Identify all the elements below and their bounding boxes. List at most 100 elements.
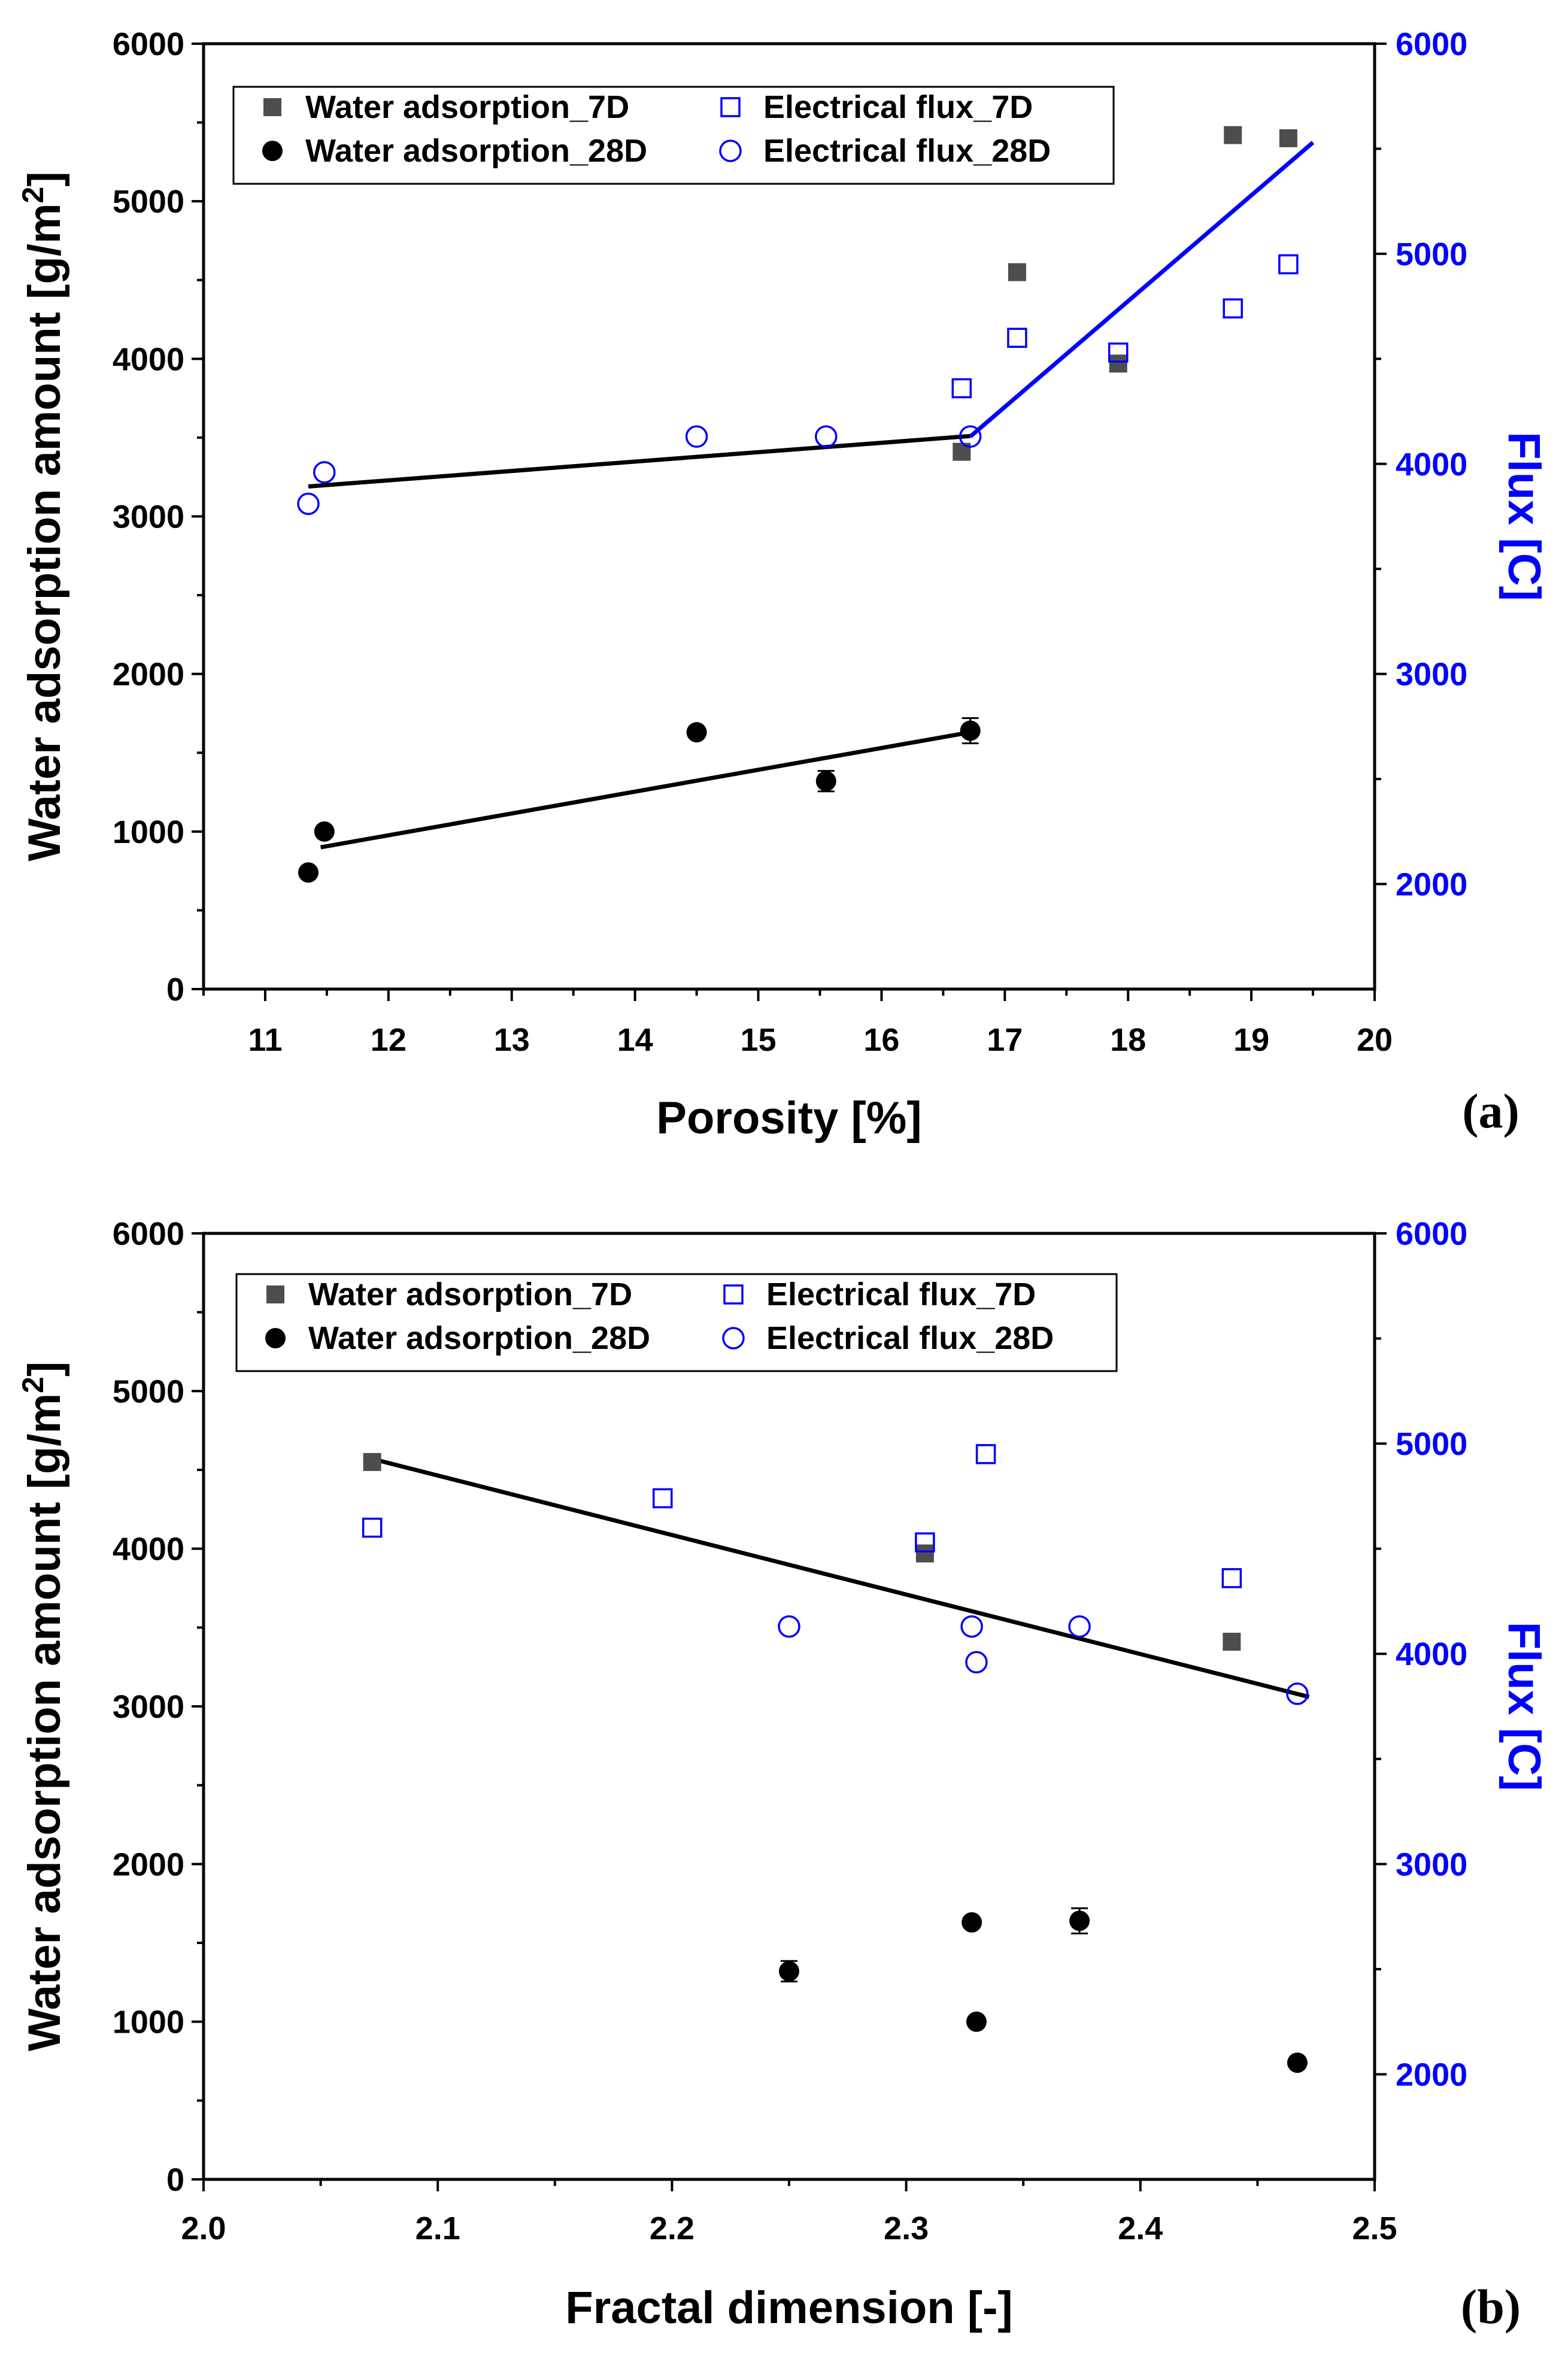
y2-tick-label: 3000 [1396, 1846, 1467, 1882]
point-electrical-flux-28d [313, 461, 336, 484]
y-tick-label: 3000 [113, 1689, 184, 1725]
legend-marker [266, 1285, 284, 1303]
fit-line [308, 433, 970, 489]
point-electrical-flux-7d [915, 1532, 935, 1553]
point-water-adsorption-28d [779, 1961, 799, 1982]
point-electrical-flux-7d [1221, 1568, 1242, 1588]
y-axis-title-text: Water adsorption amount [g/m [19, 203, 70, 861]
point-water-adsorption-28d [966, 2011, 987, 2032]
point-water-adsorption-28d [815, 771, 836, 792]
y-tick-label: 4000 [113, 1532, 184, 1567]
x-axis-title: Fractal dimension [-] [565, 2282, 1012, 2333]
point-water-adsorption-28d [960, 720, 981, 741]
legend: Water adsorption_7D Electrical flux_7D Wat… [232, 86, 1115, 185]
x-tick-label: 20 [1357, 1022, 1393, 1058]
x-tick-label: 16 [863, 1022, 899, 1058]
legend-marker [720, 97, 741, 117]
point-electrical-flux-28d [778, 1615, 800, 1638]
y-tick-label: 2000 [113, 1846, 184, 1882]
y-tick-label: 1000 [113, 814, 184, 850]
point-electrical-flux-7d [653, 1488, 673, 1509]
legend-marker [262, 141, 283, 161]
x-tick-label: 17 [987, 1022, 1023, 1058]
point-electrical-flux-7d [951, 378, 972, 399]
x-tick-label: 15 [740, 1022, 776, 1058]
x-tick-label: 14 [617, 1022, 653, 1058]
point-electrical-flux-7d [362, 1517, 383, 1538]
plot-frame [202, 1232, 1376, 2181]
x-tick-label: 2.0 [181, 2211, 226, 2246]
point-electrical-flux-28d [685, 425, 708, 448]
point-electrical-flux-28d [297, 492, 320, 516]
point-electrical-flux-28d [1068, 1615, 1091, 1638]
point-water-adsorption-7d [1008, 263, 1026, 281]
legend-label: Water adsorption_7D [308, 1276, 632, 1312]
legend-label: Electrical flux_7D [766, 1276, 1036, 1312]
point-water-adsorption-28d [686, 722, 707, 743]
y-axis-title-superscript: 2 [16, 187, 50, 204]
y-tick-label: 3000 [113, 499, 184, 535]
legend-marker [723, 1284, 744, 1305]
y-axis-title: Water adsorption amount [g/m2] [16, 171, 70, 861]
legend-label: Electrical flux_7D [763, 89, 1033, 125]
point-water-adsorption-28d [298, 862, 319, 883]
legend-marker [265, 1328, 286, 1348]
y2-tick-label: 6000 [1396, 26, 1467, 62]
x-tick-label: 19 [1233, 1022, 1269, 1058]
point-water-adsorption-28d [1287, 2052, 1308, 2073]
x-tick-label: 2.4 [1118, 2211, 1163, 2246]
x-tick-label: 18 [1110, 1022, 1146, 1058]
legend: Water adsorption_7D Electrical flux_7D Wat… [235, 1273, 1118, 1372]
legend-label: Water adsorption_7D [305, 89, 629, 125]
panel-label: (b) [1461, 2279, 1521, 2334]
fit-line [969, 141, 1315, 438]
point-electrical-flux-28d [965, 1651, 988, 1674]
y-axis-title-close: ] [19, 171, 70, 186]
chart-panel-b: 2.0 2.1 2.2 2.3 2.4 2.5 0 1000 2000 3000 4000 5000 6… [16, 1216, 1549, 2334]
y-axis-title-close: ] [19, 1362, 70, 1376]
y-tick-label: 4000 [113, 341, 184, 377]
y2-axis-title: Flux [C] [1499, 1622, 1549, 1791]
point-water-adsorption-7d [915, 1544, 934, 1563]
y2-tick-label: 4000 [1396, 1636, 1467, 1672]
legend-box [232, 86, 1115, 185]
point-electrical-flux-7d [1108, 342, 1129, 363]
x-tick-label: 12 [371, 1022, 407, 1058]
legend-label: Electrical flux_28D [766, 1320, 1054, 1356]
point-electrical-flux-28d [1286, 1682, 1309, 1705]
point-electrical-flux-28d [959, 425, 982, 448]
y-axis-title: Water adsorption amount [g/m2] [16, 1362, 70, 2051]
y-tick-label: 5000 [113, 184, 184, 220]
y-tick-label: 1000 [113, 2005, 184, 2040]
x-axis-title: Porosity [%] [656, 1093, 921, 1144]
chart-panel-a: 11 12 13 14 15 16 17 18 19 20 0 1000 2000 3000 4000 500… [16, 26, 1549, 1144]
point-water-adsorption-28d [1069, 1911, 1090, 1932]
x-tick-label: 2.2 [650, 2211, 694, 2246]
y-tick-label: 6000 [113, 1216, 184, 1252]
y-tick-label: 0 [166, 972, 184, 1008]
point-electrical-flux-7d [1007, 328, 1027, 348]
point-electrical-flux-7d [1278, 254, 1299, 275]
point-water-adsorption-7d [1224, 126, 1242, 144]
fit-line [320, 730, 971, 850]
point-water-adsorption-7d [1279, 129, 1297, 147]
y2-axis-title: Flux [C] [1499, 432, 1549, 601]
point-electrical-flux-28d [960, 1615, 983, 1638]
point-electrical-flux-7d [1223, 298, 1243, 319]
y2-tick-label: 3000 [1396, 657, 1467, 693]
y-tick-label: 6000 [113, 26, 184, 62]
y2-tick-label: 2000 [1396, 2057, 1467, 2093]
legend-label: Electrical flux_28D [763, 133, 1051, 169]
point-water-adsorption-28d [314, 821, 335, 842]
point-water-adsorption-28d [962, 1912, 982, 1933]
point-electrical-flux-7d [975, 1444, 996, 1464]
y-axis-title-superscript: 2 [16, 1376, 50, 1393]
point-water-adsorption-7d [1109, 354, 1127, 373]
x-tick-label: 13 [494, 1022, 530, 1058]
y2-tick-label: 2000 [1396, 867, 1467, 903]
x-tick-label: 2.3 [884, 2211, 929, 2246]
x-tick-label: 11 [248, 1022, 282, 1058]
legend-label: Water adsorption_28D [305, 133, 647, 169]
y2-tick-label: 5000 [1396, 236, 1467, 272]
